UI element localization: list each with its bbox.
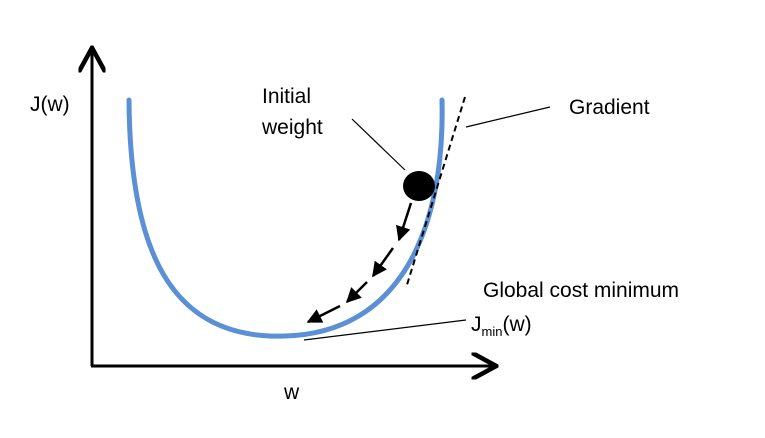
- gradient-leader: [465, 106, 551, 128]
- descent-step-arrow: [306, 304, 341, 324]
- initial-weight-label-line1: Initial: [262, 85, 312, 108]
- jmin-suffix: (w): [502, 313, 532, 336]
- descent-step-arrow: [371, 247, 395, 278]
- descent-step-arrow: [396, 202, 413, 242]
- jmin-label: Jmin(w): [471, 312, 532, 345]
- y-axis-label: J(w): [30, 93, 70, 116]
- global-cost-minimum-label: Global cost minimum: [483, 279, 680, 302]
- jmin-subscript: min: [481, 324, 503, 339]
- gradient-tangent-line: [405, 96, 466, 289]
- jmin-prefix: J: [471, 313, 482, 336]
- initial-weight-ball: [403, 171, 435, 201]
- initial-weight-leader: [351, 118, 406, 171]
- minimum-leader: [303, 319, 467, 341]
- x-axis-label: w: [284, 381, 300, 404]
- initial-weight-label-line2: weight: [262, 116, 323, 139]
- descent-step-arrow: [345, 281, 368, 304]
- gradient-label: Gradient: [569, 96, 650, 119]
